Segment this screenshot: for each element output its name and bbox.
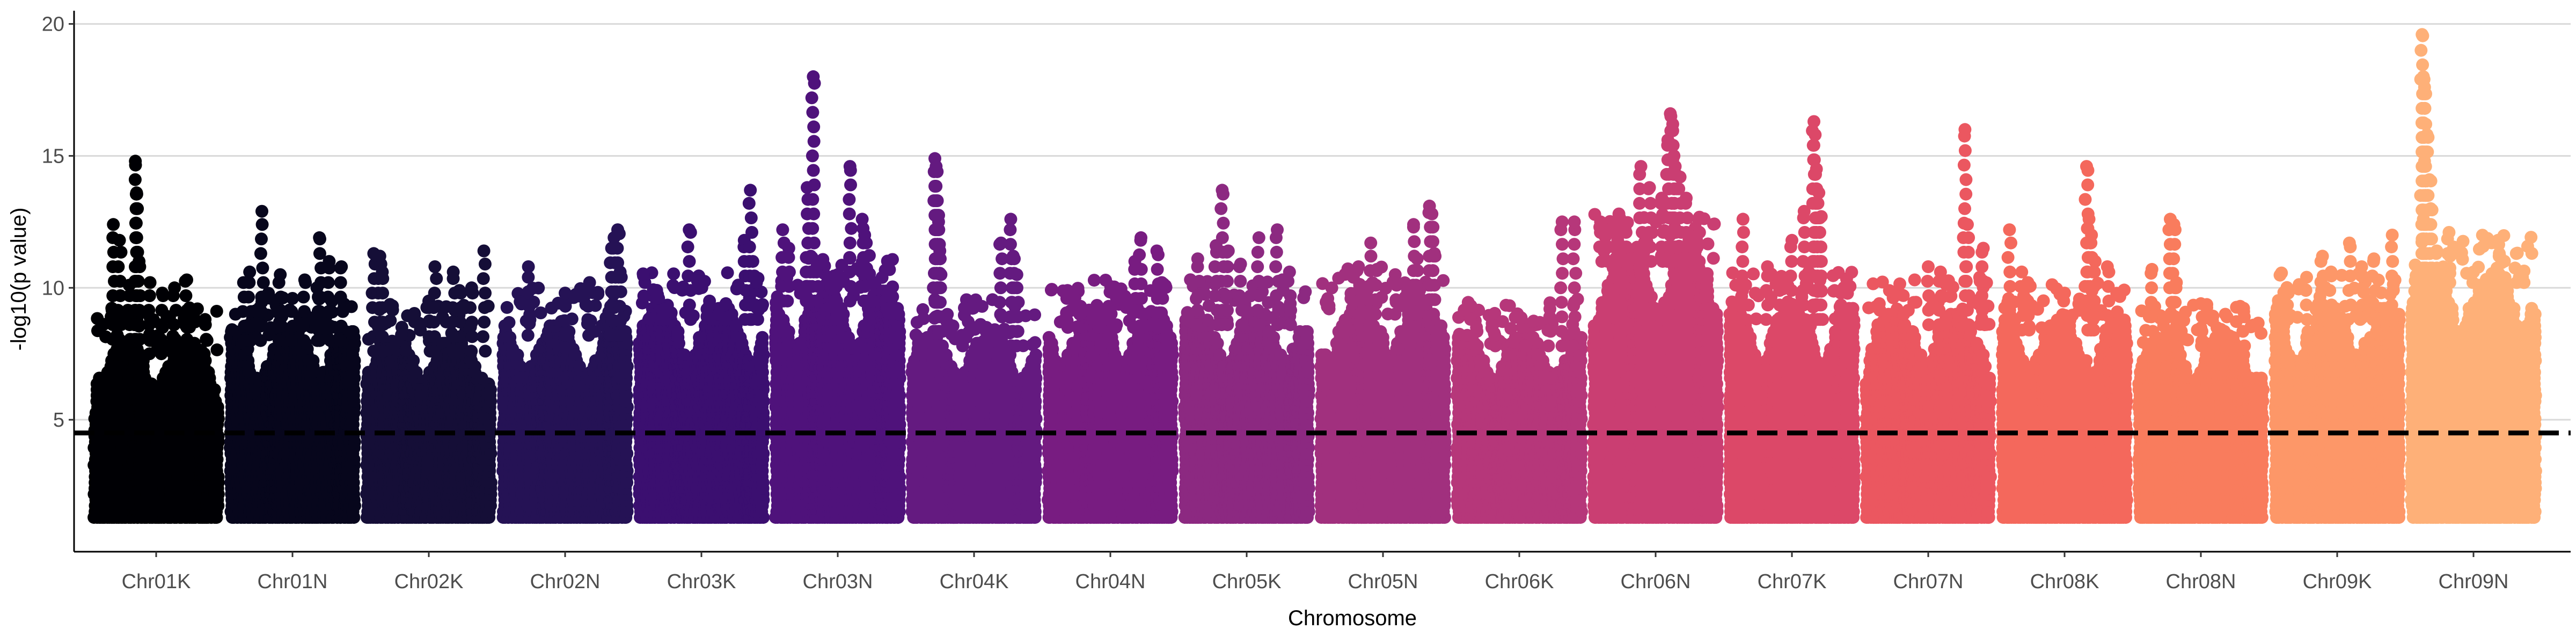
snp-point (143, 289, 156, 302)
snp-point (255, 290, 268, 304)
peak-point (180, 273, 193, 287)
snp-point (113, 333, 126, 346)
snp-point (197, 347, 211, 361)
peak-point (323, 255, 336, 268)
snp-point (334, 319, 348, 333)
snp-point (169, 333, 182, 346)
snp-point (296, 319, 310, 333)
snp-point (297, 290, 310, 304)
peak-point (255, 204, 268, 218)
snp-point (155, 347, 168, 361)
snp-point (273, 334, 286, 347)
snp-point (322, 305, 335, 318)
snp-point (131, 275, 145, 288)
snp-point (114, 245, 128, 259)
peak-point (129, 155, 142, 168)
snp-point (179, 318, 192, 332)
snp-point (129, 216, 143, 230)
snp-point (91, 324, 104, 338)
snp-point (254, 319, 267, 333)
snp-point (254, 247, 267, 260)
snp-point (129, 231, 142, 244)
snp-point (407, 354, 420, 367)
snp-point (133, 333, 147, 346)
peak-point (133, 255, 146, 268)
peak-point (113, 233, 126, 247)
snp-point (179, 347, 193, 361)
snp-point (143, 347, 156, 361)
snp-point (242, 290, 255, 304)
snp-point (257, 276, 270, 289)
snp-point (211, 400, 224, 414)
snp-point (166, 347, 180, 361)
snp-point (142, 304, 156, 317)
peak-point (156, 287, 169, 300)
snp-point (200, 333, 213, 346)
snp-point (321, 276, 335, 289)
snp-point (131, 202, 144, 215)
snp-point (179, 289, 193, 302)
series-Chr01N (224, 204, 361, 524)
snp-point (208, 383, 221, 397)
snp-point (225, 323, 239, 336)
snp-point (202, 365, 215, 379)
snp-point (256, 261, 269, 275)
snp-point (336, 305, 349, 318)
peak-point (274, 268, 287, 281)
snp-point (297, 334, 311, 347)
snp-point (311, 319, 325, 333)
data-points (87, 28, 2542, 524)
snp-point (180, 304, 194, 317)
snp-point (142, 318, 156, 332)
snp-point (210, 343, 224, 356)
snp-point (255, 218, 269, 231)
series-Chr01K (87, 155, 225, 524)
snp-point (334, 334, 347, 347)
snp-point (254, 334, 267, 347)
peak-point (243, 265, 257, 279)
snp-point (154, 333, 167, 346)
peak-point (107, 218, 120, 231)
peak-point (168, 281, 181, 295)
snp-point (155, 304, 169, 317)
snp-point (285, 334, 298, 347)
snp-point (285, 305, 298, 318)
snp-point (170, 304, 182, 317)
peak-point (298, 273, 311, 287)
snp-point (210, 305, 223, 318)
snp-point (255, 232, 268, 246)
snp-point (154, 318, 167, 332)
snp-point (334, 290, 347, 304)
peak-point (199, 313, 212, 326)
snp-point (167, 318, 181, 332)
series-Chr02K (360, 244, 497, 524)
snp-point (275, 319, 288, 333)
snp-point (298, 305, 311, 318)
snp-point (91, 312, 104, 325)
snp-point (255, 305, 268, 318)
peak-point (313, 231, 326, 244)
snp-point (112, 260, 125, 273)
snp-point (274, 290, 288, 304)
snp-point (306, 354, 320, 367)
snp-point (180, 333, 194, 346)
peak-point (286, 292, 299, 305)
peak-point (143, 276, 157, 289)
peak-point (335, 260, 348, 273)
snp-point (321, 290, 335, 304)
snp-point (334, 276, 347, 289)
peak-point (130, 186, 143, 200)
snp-point (128, 173, 142, 186)
